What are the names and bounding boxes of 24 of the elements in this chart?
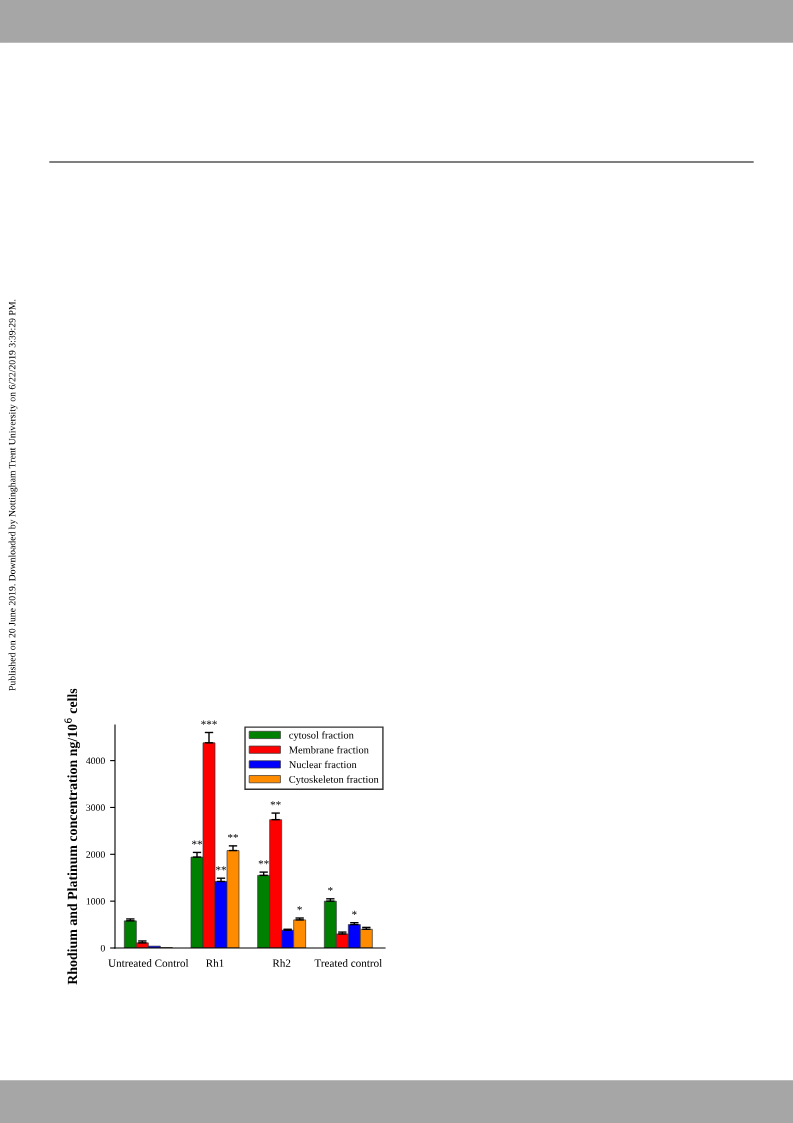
- y-tick-label: 0: [100, 944, 105, 952]
- x-tick-label: Untreated Control: [108, 959, 189, 967]
- data-label: **: [258, 860, 269, 865]
- legend-label: Cytoskeleton fraction: [289, 775, 379, 786]
- data-label: *: [297, 906, 302, 911]
- y-tick-label: 3000: [86, 804, 105, 811]
- data-label: *: [352, 910, 357, 915]
- data-label: **: [270, 801, 281, 806]
- y-tick-label: 2000: [86, 851, 105, 858]
- legend-label: Membrane fraction: [289, 746, 369, 754]
- y-axis-title: Rhodium and Platinum concentration ng/10$^{6}$ cells: [64, 688, 81, 985]
- y-tick-label: 4000: [86, 757, 105, 765]
- legend-label: Nuclear fraction: [289, 760, 357, 769]
- legend-label: cytosol fraction: [289, 731, 354, 741]
- x-tick-label: Treated control: [314, 959, 382, 967]
- text: Published on 20 June 2019. Downloaded by Nottingham Trent University on 6/22/2019 3:39:29 PM.: [8, 299, 18, 691]
- data-label: ***: [201, 720, 217, 725]
- x-tick-label: Rh2: [272, 959, 291, 967]
- data-label: *: [328, 886, 333, 892]
- y-tick-label: 1000: [86, 898, 105, 905]
- x-tick-label: Rh1: [206, 959, 224, 967]
- data-label: **: [215, 866, 227, 871]
- data-label: **: [191, 840, 203, 845]
- data-label: **: [227, 834, 239, 839]
